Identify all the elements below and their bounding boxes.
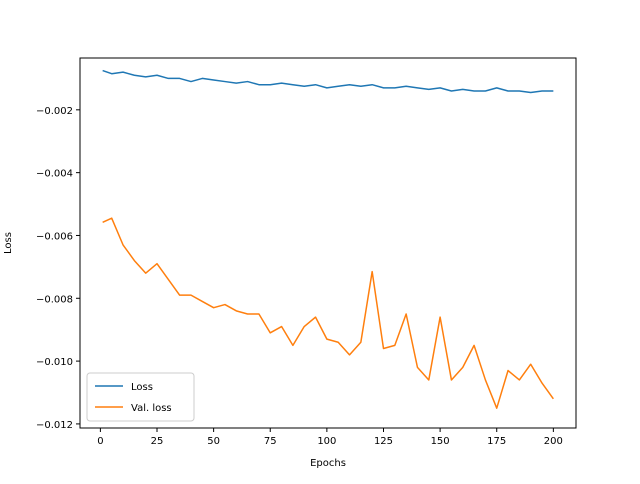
series-line-loss xyxy=(102,69,554,94)
y-tick-label: −0.010 xyxy=(36,357,73,368)
x-tick-label: 125 xyxy=(374,436,393,447)
legend: Loss Val. loss xyxy=(86,372,195,422)
series-line-val-loss xyxy=(102,217,554,409)
plot-lines xyxy=(102,69,554,409)
y-tick-label: −0.002 xyxy=(36,106,73,117)
x-tick-label: 25 xyxy=(151,436,164,447)
legend-label-val-loss: Val. loss xyxy=(131,403,172,414)
x-tick-label: 0 xyxy=(97,436,103,447)
x-axis-label: Epochs xyxy=(310,458,346,469)
x-tick-label: 150 xyxy=(431,436,450,447)
y-tick-label: −0.008 xyxy=(36,294,73,305)
legend-box xyxy=(86,372,195,422)
y-tick-label: −0.004 xyxy=(36,169,73,180)
y-axis-label: Loss xyxy=(3,232,14,254)
x-tick-label: 50 xyxy=(207,436,220,447)
y-tick-label: −0.012 xyxy=(36,420,73,431)
x-tick-label: 100 xyxy=(317,436,336,447)
plot-frame xyxy=(79,57,577,429)
x-tick-label: 75 xyxy=(264,436,277,447)
legend-label-loss: Loss xyxy=(131,382,153,393)
y-axis: −0.012 −0.010 −0.008 −0.006 −0.004 −0.002 xyxy=(36,106,80,431)
x-axis: 0 25 50 75 100 125 150 175 200 xyxy=(97,428,563,447)
x-tick-label: 175 xyxy=(487,436,506,447)
y-tick-label: −0.006 xyxy=(36,231,73,242)
x-tick-label: 200 xyxy=(544,436,563,447)
